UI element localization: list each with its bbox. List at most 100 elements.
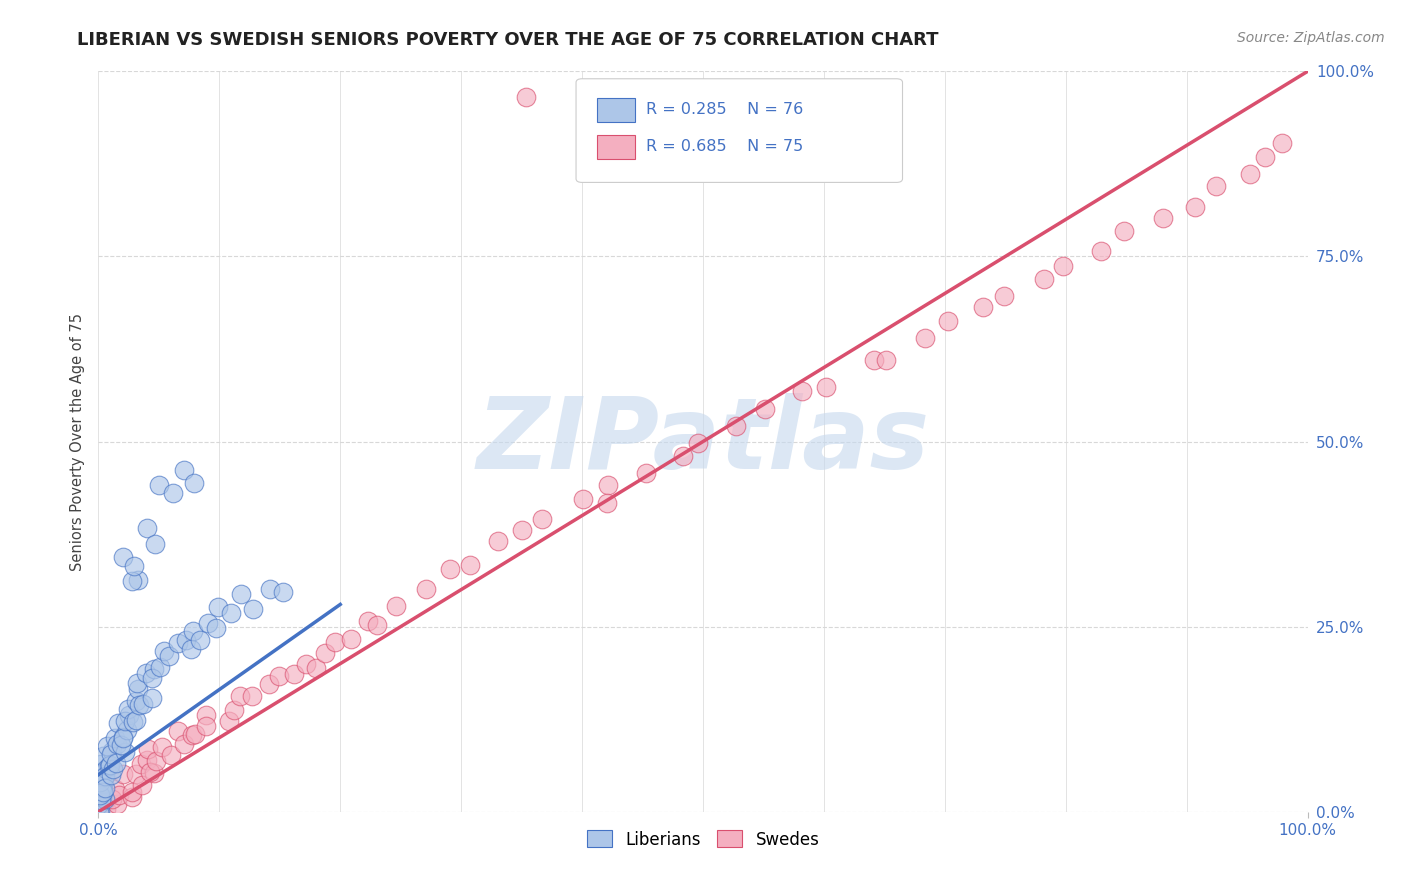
Point: [439, 562, 461, 576]
Point: [136, 753, 159, 767]
Point: [127, 573, 149, 587]
Point: [242, 602, 264, 616]
Point: [129, 757, 152, 772]
Point: [229, 689, 252, 703]
Point: [672, 449, 695, 463]
Point: [114, 714, 136, 728]
Point: [914, 331, 936, 345]
Legend: Liberians, Swedes: Liberians, Swedes: [581, 823, 825, 855]
Point: [814, 380, 837, 394]
Point: [96, 739, 118, 753]
Text: LIBERIAN VS SWEDISH SENIORS POVERTY OVER THE AGE OF 75 CORRELATION CHART: LIBERIAN VS SWEDISH SENIORS POVERTY OVER…: [77, 31, 939, 49]
Point: [89, 800, 111, 814]
Point: [127, 681, 149, 696]
Point: [105, 737, 128, 751]
Point: [195, 708, 218, 723]
Point: [271, 585, 294, 599]
Point: [181, 728, 204, 742]
Point: [366, 617, 388, 632]
Point: [131, 697, 153, 711]
Point: [875, 353, 897, 368]
Point: [167, 636, 190, 650]
Point: [142, 765, 165, 780]
Point: [207, 600, 229, 615]
Point: [1152, 211, 1174, 226]
Point: [356, 614, 378, 628]
Y-axis label: Seniors Poverty Over the Age of 75: Seniors Poverty Over the Age of 75: [70, 312, 86, 571]
Point: [111, 767, 134, 781]
Point: [131, 778, 153, 792]
Point: [515, 89, 537, 103]
FancyBboxPatch shape: [596, 135, 636, 159]
Point: [121, 714, 143, 729]
Point: [100, 758, 122, 772]
Point: [104, 782, 127, 797]
Point: [124, 559, 146, 574]
Point: [142, 662, 165, 676]
Point: [107, 716, 129, 731]
Point: [108, 788, 131, 802]
Point: [148, 477, 170, 491]
Point: [93, 792, 115, 806]
Point: [94, 802, 117, 816]
Point: [686, 436, 709, 450]
Point: [936, 314, 959, 328]
Point: [149, 660, 172, 674]
Point: [167, 724, 190, 739]
Point: [87, 789, 110, 803]
Point: [105, 756, 128, 770]
Point: [93, 769, 115, 783]
Point: [159, 747, 181, 762]
Point: [790, 384, 813, 399]
Point: [87, 805, 110, 819]
Point: [93, 770, 115, 784]
Point: [135, 521, 157, 535]
Point: [139, 764, 162, 779]
Point: [87, 798, 110, 813]
Point: [104, 731, 127, 746]
Point: [240, 689, 263, 703]
Point: [91, 784, 114, 798]
Point: [174, 632, 197, 647]
Point: [141, 691, 163, 706]
Point: [1254, 150, 1277, 164]
Point: [1033, 272, 1056, 286]
Point: [96, 762, 118, 776]
Point: [267, 668, 290, 682]
Point: [103, 762, 125, 776]
Point: [112, 731, 135, 745]
Point: [323, 635, 346, 649]
Point: [112, 550, 135, 565]
Point: [184, 727, 207, 741]
Point: [91, 789, 114, 804]
Point: [89, 789, 111, 804]
Point: [173, 737, 195, 751]
Point: [128, 698, 150, 713]
Point: [305, 661, 328, 675]
Point: [197, 615, 219, 630]
Point: [173, 463, 195, 477]
Point: [229, 587, 252, 601]
Point: [754, 402, 776, 417]
Point: [100, 747, 122, 761]
Point: [153, 644, 176, 658]
Point: [339, 632, 361, 646]
Point: [283, 667, 305, 681]
Point: [259, 582, 281, 596]
Point: [143, 537, 166, 551]
Point: [121, 785, 143, 799]
Point: [195, 719, 218, 733]
Point: [458, 558, 481, 573]
Point: [314, 646, 336, 660]
Point: [993, 289, 1015, 303]
Point: [100, 744, 122, 758]
Point: [94, 792, 117, 806]
Text: R = 0.685    N = 75: R = 0.685 N = 75: [647, 139, 803, 154]
Point: [114, 745, 136, 759]
Point: [1052, 259, 1074, 273]
Point: [204, 621, 226, 635]
Point: [1239, 167, 1261, 181]
Point: [115, 723, 138, 737]
Point: [1205, 179, 1227, 194]
Point: [91, 749, 114, 764]
